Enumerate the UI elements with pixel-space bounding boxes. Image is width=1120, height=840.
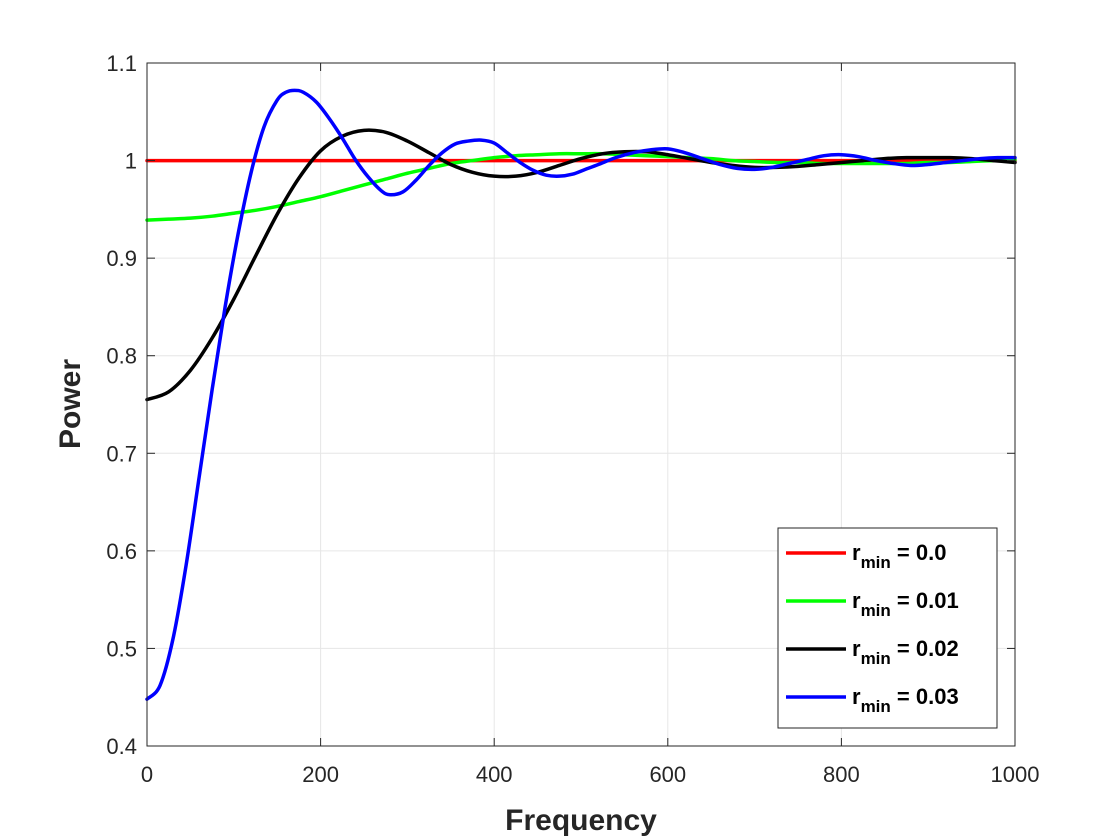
legend-label-rest: = 0.0 (891, 540, 947, 565)
axis-ticks (146, 62, 1016, 747)
legend-label-subscript: min (861, 553, 891, 572)
x-tick-labels: 0 200 400 600 800 1000 (141, 762, 1040, 787)
x-tick-label: 800 (823, 762, 860, 787)
y-tick-label: 0.4 (106, 734, 137, 759)
x-axis-title: Frequency (505, 804, 657, 837)
legend-label-main: r (852, 684, 861, 709)
y-tick-label: 0.7 (106, 441, 137, 466)
legend-label-rest: = 0.03 (891, 684, 959, 709)
series-line-3 (145, 88, 1017, 701)
legend-label-1: rmin = 0.01 (852, 588, 959, 620)
legend-label-subscript: min (861, 697, 891, 716)
plot-lines (145, 88, 1017, 701)
y-tick-label: 0.8 (106, 344, 137, 369)
y-tick-labels: 0.4 0.5 0.6 0.7 0.8 0.9 1 1.1 (106, 51, 137, 759)
legend-label-rest: = 0.02 (891, 636, 959, 661)
x-tick-label: 400 (476, 762, 513, 787)
legend-label-subscript: min (861, 649, 891, 668)
plot-area-border (146, 62, 1016, 747)
x-tick-label: 600 (649, 762, 686, 787)
legend-label-rest: = 0.01 (891, 588, 959, 613)
x-tick-label: 1000 (991, 762, 1040, 787)
legend-label-main: r (852, 540, 861, 565)
y-tick-label: 0.5 (106, 636, 137, 661)
legend-label-main: r (852, 636, 861, 661)
y-axis-title: Power (54, 359, 87, 449)
legend-label-main: r (852, 588, 861, 613)
y-tick-label: 0.9 (106, 246, 137, 271)
legend-label-0: rmin = 0.0 (852, 540, 946, 572)
legend-label-subscript: min (861, 601, 891, 620)
x-tick-label: 200 (302, 762, 339, 787)
legend-label-3: rmin = 0.03 (852, 684, 959, 716)
legend-label-2: rmin = 0.02 (852, 636, 959, 668)
series-line-1 (145, 151, 1017, 222)
y-tick-label: 1.1 (106, 51, 137, 76)
y-tick-label: 0.6 (106, 539, 137, 564)
legend-box (777, 527, 998, 729)
y-tick-label: 1 (125, 149, 137, 174)
x-tick-label: 0 (141, 762, 153, 787)
